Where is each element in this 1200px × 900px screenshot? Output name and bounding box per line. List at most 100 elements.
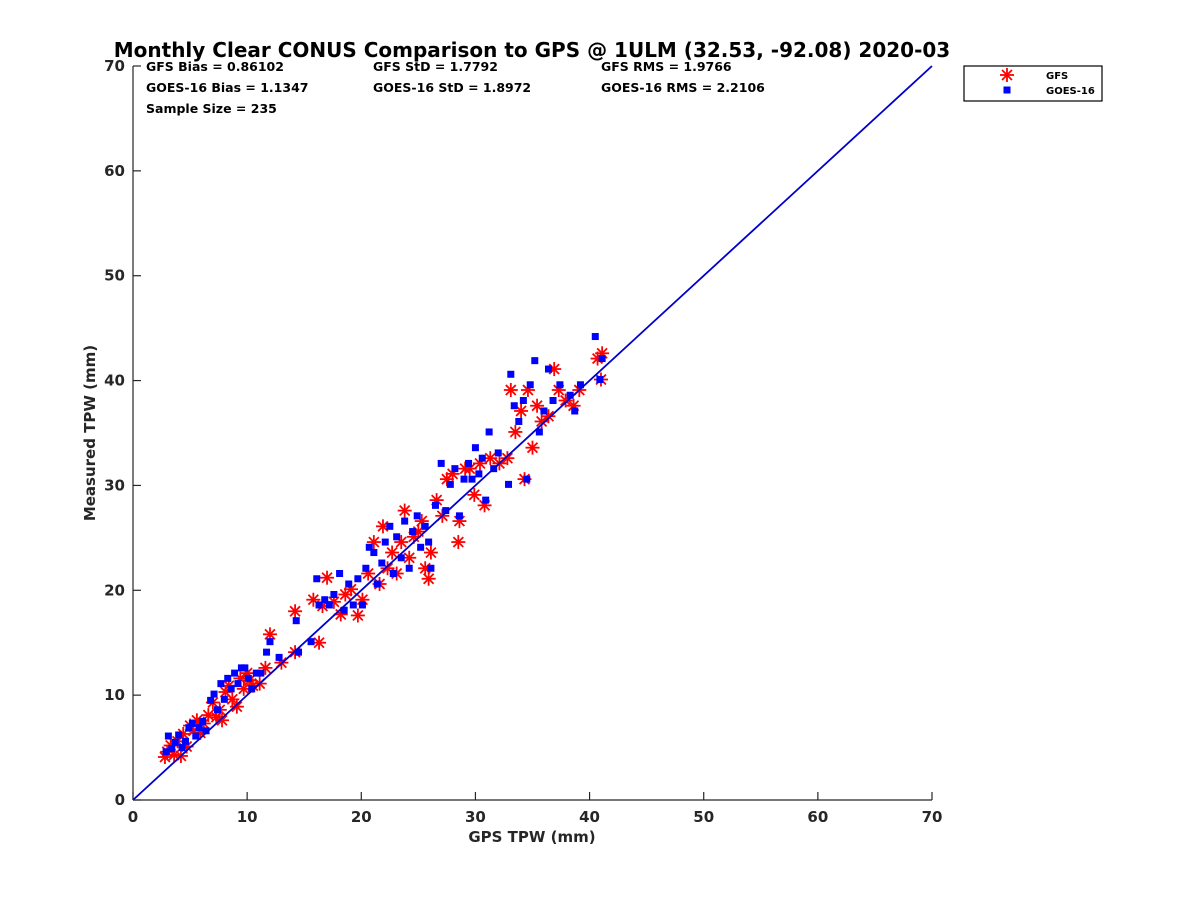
x-tick-label: 0 xyxy=(128,808,138,826)
gfs-point xyxy=(421,571,436,586)
goes16-point xyxy=(510,402,518,410)
goes16-point xyxy=(401,517,409,525)
x-tick-label: 50 xyxy=(693,808,714,826)
goes16-point xyxy=(313,575,321,583)
y-tick-label: 40 xyxy=(104,372,125,390)
goes16-point xyxy=(231,669,239,677)
goes16-point xyxy=(468,475,476,483)
gfs-point xyxy=(534,414,549,429)
gfs-point xyxy=(350,608,365,623)
goes16-point xyxy=(188,719,196,727)
goes16-point xyxy=(358,601,366,609)
x-axis-label: GPS TPW (mm) xyxy=(468,828,595,846)
gfs-point xyxy=(514,403,529,418)
x-tick-label: 10 xyxy=(237,808,258,826)
stat-goes-bias: GOES-16 Bias = 1.1347 xyxy=(146,80,308,95)
gfs-point xyxy=(451,535,466,550)
goes16-point xyxy=(378,559,386,567)
goes16-point xyxy=(199,717,207,725)
legend-gfs-marker xyxy=(1000,68,1014,82)
goes16-point xyxy=(478,454,486,462)
goes16-point xyxy=(263,648,271,656)
goes16-point xyxy=(202,727,210,735)
y-tick-label: 30 xyxy=(104,476,125,494)
y-tick-label: 20 xyxy=(104,581,125,599)
gfs-point xyxy=(262,627,277,642)
x-tick-label: 40 xyxy=(579,808,600,826)
goes16-point xyxy=(244,674,252,682)
goes16-point xyxy=(185,724,193,732)
goes16-point xyxy=(465,459,473,467)
goes16-point xyxy=(275,653,283,661)
gfs-point xyxy=(215,713,230,728)
goes16-point xyxy=(549,396,557,404)
goes16-point xyxy=(571,407,579,415)
goes16-point xyxy=(515,417,523,425)
gfs-point xyxy=(320,570,335,585)
goes16-point xyxy=(241,664,249,672)
goes16-point xyxy=(336,570,344,578)
goes16-point xyxy=(252,669,260,677)
goes16-point xyxy=(315,601,323,609)
y-tick-label: 0 xyxy=(115,791,125,809)
goes16-point xyxy=(446,480,454,488)
goes16-point xyxy=(482,496,490,504)
goes16-point xyxy=(455,512,463,520)
goes16-point xyxy=(507,370,515,378)
goes16-point xyxy=(519,396,527,404)
goes16-point xyxy=(386,522,394,530)
goes16-point xyxy=(596,376,604,384)
goes16-point xyxy=(425,538,433,546)
one-to-one-line xyxy=(132,65,933,801)
goes16-point xyxy=(373,580,381,588)
gfs-point xyxy=(288,604,303,619)
goes16-point xyxy=(217,680,225,688)
goes16-point xyxy=(417,543,425,551)
goes16-point xyxy=(431,501,439,509)
goes16-point xyxy=(207,696,215,704)
goes16-point xyxy=(349,601,357,609)
x-tick-label: 70 xyxy=(922,808,943,826)
stat-gfs-std: GFS StD = 1.7792 xyxy=(373,59,498,74)
goes16-point xyxy=(365,543,373,551)
legend-box xyxy=(963,65,1103,102)
goes16-point xyxy=(330,590,338,598)
goes16-point xyxy=(345,580,353,588)
goes16-point xyxy=(389,570,397,578)
gfs-point xyxy=(525,440,540,455)
goes16-point xyxy=(475,470,483,478)
goes16-point xyxy=(540,407,548,415)
goes16-point xyxy=(220,695,228,703)
legend-asterisk xyxy=(1000,68,1014,82)
x-tick-label: 20 xyxy=(351,808,372,826)
goes16-point xyxy=(471,444,479,452)
goes16-point xyxy=(164,732,172,740)
goes16-point xyxy=(213,706,221,714)
goes16-point xyxy=(340,606,348,614)
goes16-point xyxy=(227,685,235,693)
chart-title: Monthly Clear CONUS Comparison to GPS @ … xyxy=(114,38,950,62)
goes16-point xyxy=(451,465,459,473)
goes16-point xyxy=(576,381,584,389)
legend-goes-label: GOES-16 xyxy=(1046,86,1095,97)
goes16-point xyxy=(178,744,186,752)
goes16-point xyxy=(171,738,179,746)
goes16-point xyxy=(393,533,401,541)
legend-gfs-label: GFS xyxy=(1046,71,1068,82)
goes16-point xyxy=(494,449,502,457)
stat-gfs-rms: GFS RMS = 1.9766 xyxy=(601,59,732,74)
goes16-point xyxy=(307,638,315,646)
goes16-point xyxy=(460,475,468,483)
goes16-point xyxy=(526,381,534,389)
plot-area xyxy=(132,65,933,801)
goes16-point xyxy=(325,601,333,609)
goes16-point xyxy=(566,391,574,399)
goes16-point xyxy=(248,685,256,693)
goes16-point xyxy=(591,333,599,341)
goes16-point xyxy=(397,554,405,562)
legend-goes-marker xyxy=(1003,86,1011,94)
gfs-point xyxy=(385,545,400,560)
stat-gfs-bias: GFS Bias = 0.86102 xyxy=(146,59,284,74)
gfs-point xyxy=(397,503,412,518)
